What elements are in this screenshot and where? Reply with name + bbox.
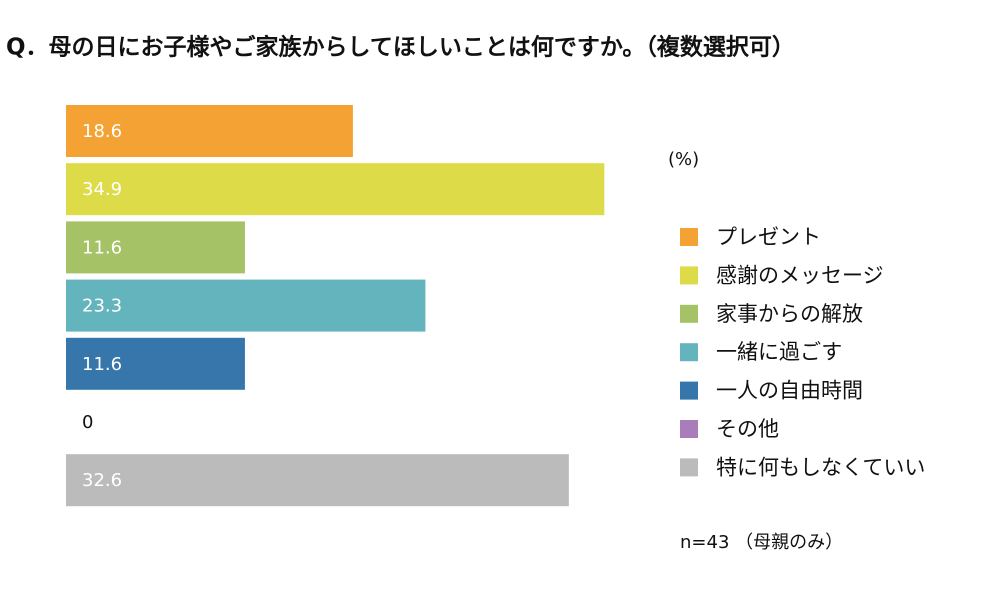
legend-label: 家事からの解放 (716, 302, 863, 326)
bar (66, 279, 426, 332)
bar (66, 337, 245, 390)
bar (66, 163, 605, 216)
unit-label: (%) (668, 149, 699, 170)
legend-swatch (680, 420, 698, 438)
legend-label: 特に何もしなくていい (716, 455, 925, 479)
legend-swatch (680, 343, 698, 362)
note: n=43 （母親のみ） (680, 532, 843, 553)
bar (66, 454, 569, 507)
data-label: 32.6 (82, 470, 122, 491)
bar (66, 105, 353, 157)
legend-swatch (680, 266, 698, 285)
legend-swatch (680, 381, 698, 400)
legend-label: 感謝のメッセージ (716, 263, 884, 287)
bar (66, 221, 245, 274)
chart-title: Q．母の日にお子様やご家族からしてほしいことは何ですか。（複数選択可） (6, 34, 795, 61)
data-label: 23.3 (82, 296, 122, 317)
legend-swatch (680, 228, 698, 246)
legend-swatch (680, 458, 698, 477)
legend-label: 一緒に過ごす (716, 340, 842, 364)
legend-label: 一人の自由時間 (716, 379, 863, 403)
legend-label: プレゼント (716, 225, 821, 249)
legend-swatch (680, 304, 698, 323)
data-label: 11.6 (82, 237, 122, 258)
data-label: 0 (82, 412, 93, 433)
data-label: 18.6 (82, 121, 122, 142)
legend-label: その他 (716, 417, 779, 441)
data-label: 11.6 (82, 354, 122, 375)
data-label: 34.9 (82, 179, 122, 200)
